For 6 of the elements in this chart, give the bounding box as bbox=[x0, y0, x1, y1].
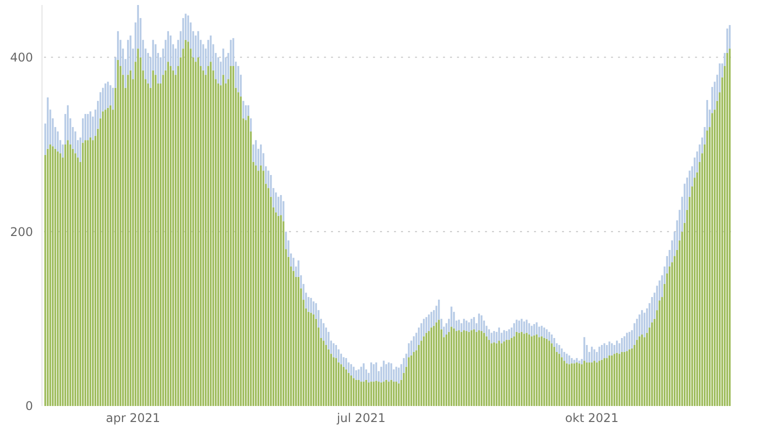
y-tick-label: 0 bbox=[25, 399, 33, 414]
x-tick-label: okt 2021 bbox=[565, 411, 619, 425]
y-tick-label: 400 bbox=[10, 50, 33, 65]
x-tick-label: jul 2021 bbox=[336, 411, 386, 425]
x-tick-label: apr 2021 bbox=[106, 411, 160, 425]
y-tick-label: 200 bbox=[10, 224, 33, 239]
